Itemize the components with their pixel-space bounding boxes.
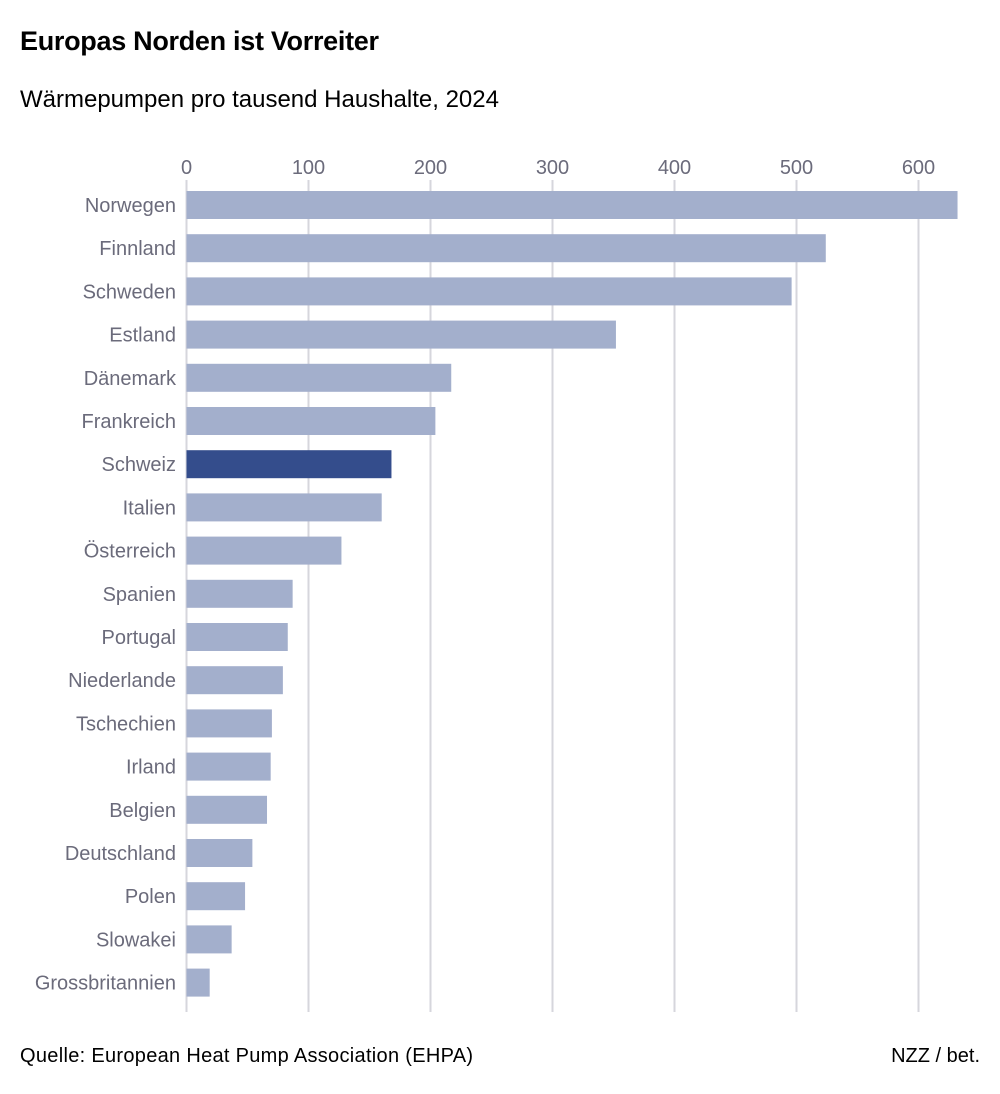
category-label: Belgien	[109, 800, 176, 822]
bar-belgien	[186, 795, 268, 824]
category-label: Italien	[123, 497, 176, 519]
bar-slowakei	[186, 925, 232, 954]
category-label: Dänemark	[84, 368, 177, 390]
x-tick-label: 200	[414, 157, 447, 179]
bar-chart: 0 100 200 300 400 500 600 Norwegen Finnland Schwe…	[35, 157, 958, 1012]
category-label: Norwegen	[85, 195, 176, 217]
bar-polen	[186, 882, 246, 911]
category-label: Niederlande	[68, 670, 176, 692]
bar-niederlande	[186, 666, 283, 695]
x-tick-label: 500	[780, 157, 813, 179]
bar-frankreich	[186, 407, 436, 435]
x-tick-label: 600	[902, 157, 935, 179]
category-label: Slowakei	[96, 929, 176, 951]
bar-norwegen	[186, 191, 958, 219]
credit: NZZ / bet.	[891, 1045, 980, 1067]
bar-portugal	[186, 623, 288, 651]
chart-title: Europas Norden ist Vorreiter	[20, 26, 379, 56]
bar-italien	[186, 493, 382, 522]
category-label: Finnland	[99, 238, 176, 260]
bar-österreich	[186, 536, 342, 565]
x-tick-label: 0	[181, 157, 192, 179]
category-label: Spanien	[103, 584, 176, 606]
bar-grossbritannien	[186, 968, 210, 997]
bar-tschechien	[186, 709, 272, 738]
bar-dänemark	[186, 363, 452, 392]
chart-subtitle: Wärmepumpen pro tausend Haushalte, 2024	[20, 86, 499, 113]
category-label: Tschechien	[76, 713, 176, 735]
bar-schweden	[186, 277, 792, 306]
x-tick-label: 100	[292, 157, 325, 179]
category-label: Österreich	[84, 541, 176, 563]
category-label: Frankreich	[82, 411, 176, 433]
category-label: Grossbritannien	[35, 973, 176, 995]
category-label: Irland	[126, 757, 176, 779]
category-label: Schweden	[83, 281, 176, 303]
category-label: Schweiz	[102, 454, 176, 476]
x-tick-label: 400	[658, 157, 691, 179]
bar-schweiz	[186, 450, 392, 479]
category-label: Polen	[125, 886, 176, 908]
bar-estland	[186, 320, 616, 349]
category-label: Portugal	[102, 627, 177, 649]
x-tick-label: 300	[536, 157, 569, 179]
category-label: Deutschland	[65, 843, 176, 865]
source-note: Quelle: European Heat Pump Association (…	[20, 1045, 474, 1067]
bar-irland	[186, 752, 271, 781]
bar-finnland	[186, 234, 826, 263]
bar-spanien	[186, 579, 293, 608]
bar-deutschland	[186, 839, 253, 867]
category-label: Estland	[109, 325, 176, 347]
